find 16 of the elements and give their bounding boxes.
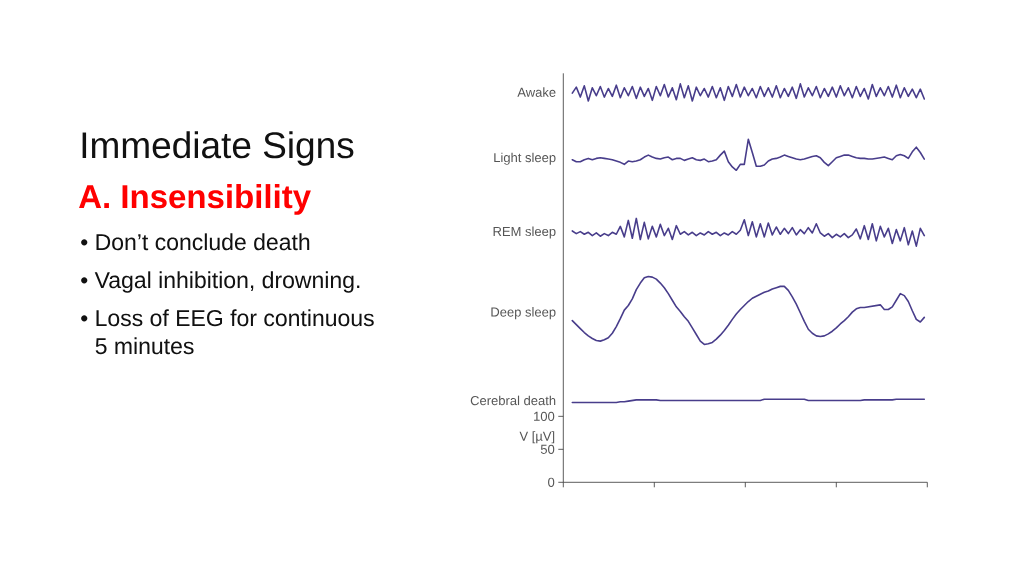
text: • Loss of EEG for continuous 5 minutes: [81, 309, 374, 355]
y-tick-label: 100: [534, 411, 555, 421]
series-label: Light sleep: [494, 152, 556, 165]
y-tick-label: 0: [548, 477, 555, 487]
text: • Don’t conclude death: [81, 233, 310, 251]
series-label: Awake: [517, 87, 556, 97]
series-label: REM sleep: [493, 226, 556, 239]
line-series: [571, 83, 926, 102]
y-axis-title: V [µV]: [519, 431, 555, 444]
y-tick-label: 50: [540, 444, 555, 454]
line-series: [571, 217, 926, 247]
series-label: Deep sleep: [491, 307, 556, 320]
text: A. Insensibility: [79, 184, 311, 215]
text: Immediate Signs: [82, 131, 354, 166]
series-label: Cerebral death: [470, 395, 556, 406]
text: • Vagal inhibition, drowning.: [81, 271, 360, 293]
